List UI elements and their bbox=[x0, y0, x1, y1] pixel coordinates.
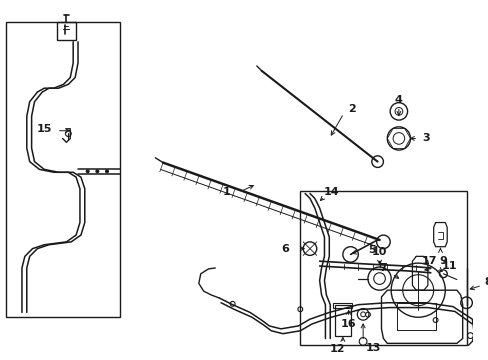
Text: 11: 11 bbox=[441, 261, 456, 271]
Circle shape bbox=[105, 170, 108, 173]
Text: 13: 13 bbox=[366, 343, 381, 353]
Text: 7: 7 bbox=[379, 263, 386, 273]
Bar bbox=[334, 305, 350, 336]
Text: 15: 15 bbox=[37, 124, 52, 134]
Text: 2: 2 bbox=[347, 104, 355, 114]
Text: 12: 12 bbox=[328, 344, 344, 354]
Circle shape bbox=[86, 170, 89, 173]
Text: 1: 1 bbox=[223, 186, 230, 197]
Text: 17: 17 bbox=[421, 256, 437, 266]
Bar bbox=[57, 22, 76, 40]
Text: 14: 14 bbox=[323, 186, 338, 197]
Bar bbox=[300, 191, 466, 345]
Text: 16: 16 bbox=[340, 319, 356, 329]
Bar bbox=[5, 22, 120, 317]
Text: 6: 6 bbox=[280, 244, 288, 254]
Text: 5: 5 bbox=[367, 244, 375, 255]
Bar bbox=[332, 303, 352, 307]
Circle shape bbox=[96, 170, 99, 173]
Text: 4: 4 bbox=[394, 95, 402, 105]
Text: 10: 10 bbox=[371, 247, 386, 257]
Text: 3: 3 bbox=[421, 134, 429, 143]
Bar bbox=[396, 303, 435, 330]
Text: 8: 8 bbox=[483, 278, 488, 287]
Text: 9: 9 bbox=[439, 256, 447, 266]
